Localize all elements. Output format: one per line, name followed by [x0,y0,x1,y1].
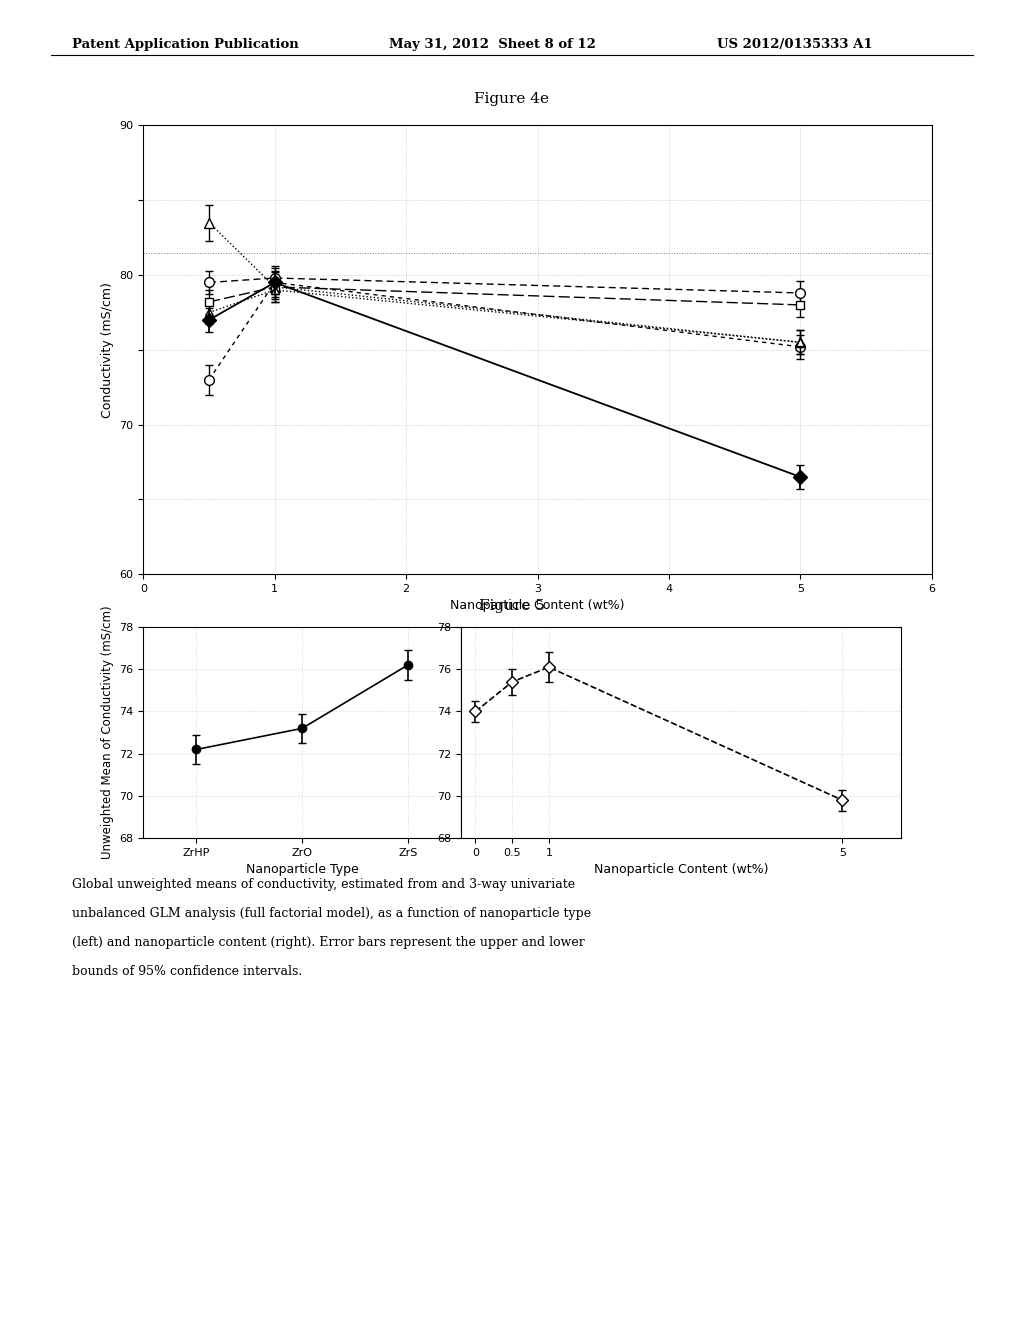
Text: bounds of 95% confidence intervals.: bounds of 95% confidence intervals. [72,965,302,978]
Text: Patent Application Publication: Patent Application Publication [72,38,298,51]
X-axis label: Nanoparticle Content (wt%): Nanoparticle Content (wt%) [451,599,625,612]
Text: (left) and nanoparticle content (right). Error bars represent the upper and lowe: (left) and nanoparticle content (right).… [72,936,585,949]
Text: Figure 5: Figure 5 [479,599,545,612]
Text: May 31, 2012  Sheet 8 of 12: May 31, 2012 Sheet 8 of 12 [389,38,596,51]
Y-axis label: Unweighted Mean of Conductivity (mS/cm): Unweighted Mean of Conductivity (mS/cm) [100,606,114,859]
Text: Global unweighted means of conductivity, estimated from and 3-way univariate: Global unweighted means of conductivity,… [72,878,574,891]
X-axis label: Nanoparticle Type: Nanoparticle Type [246,863,358,876]
Text: US 2012/0135333 A1: US 2012/0135333 A1 [717,38,872,51]
Text: Figure 4e: Figure 4e [474,92,550,106]
Text: unbalanced GLM analysis (full factorial model), as a function of nanoparticle ty: unbalanced GLM analysis (full factorial … [72,907,591,920]
Y-axis label: Conductivity (mS/cm): Conductivity (mS/cm) [101,282,114,417]
X-axis label: Nanoparticle Content (wt%): Nanoparticle Content (wt%) [594,863,768,876]
